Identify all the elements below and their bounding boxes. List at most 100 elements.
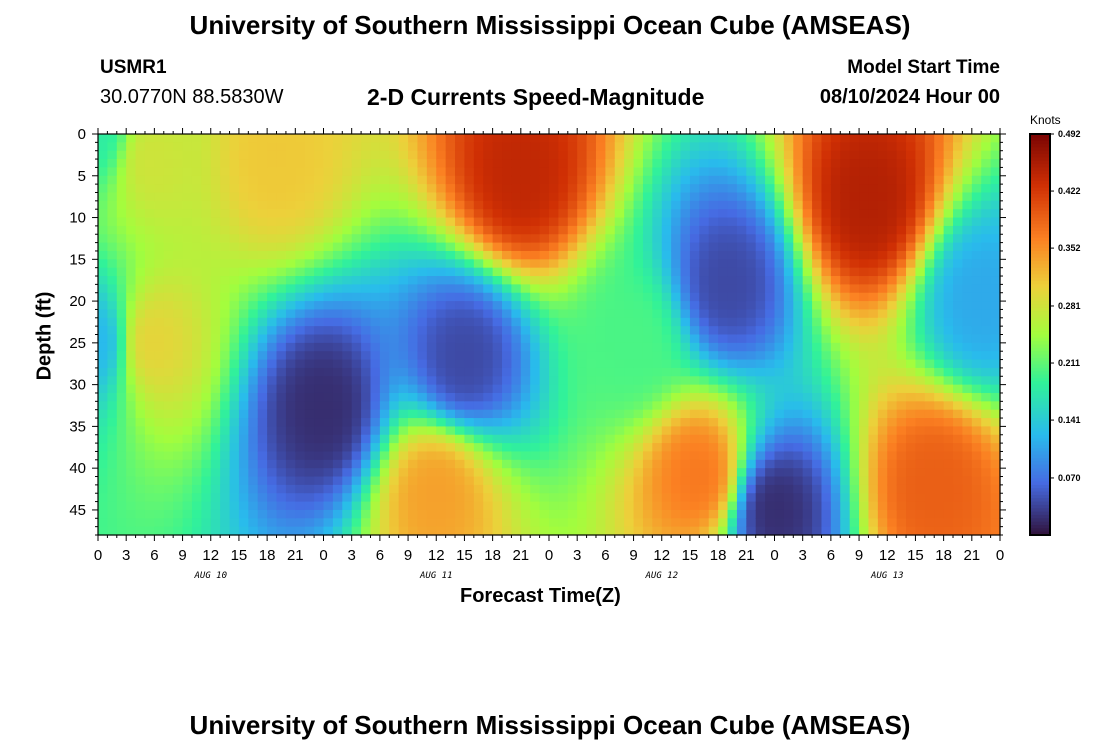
heatmap-cell bbox=[483, 476, 494, 486]
heatmap-cell bbox=[473, 493, 484, 503]
heatmap-cell bbox=[605, 326, 616, 336]
heatmap-cell bbox=[567, 134, 578, 143]
heatmap-cell bbox=[492, 159, 503, 169]
heatmap-cell bbox=[436, 459, 447, 469]
heatmap-cell bbox=[774, 175, 785, 185]
heatmap-cell bbox=[539, 317, 550, 327]
heatmap-cell bbox=[783, 267, 794, 277]
heatmap-cell bbox=[229, 459, 240, 469]
heatmap-cell bbox=[652, 134, 663, 143]
heatmap-cell bbox=[464, 409, 475, 419]
heatmap-cell bbox=[361, 234, 372, 244]
heatmap-cell bbox=[830, 142, 841, 152]
heatmap-cell bbox=[173, 334, 184, 344]
heatmap-cell bbox=[502, 418, 513, 427]
heatmap-cell bbox=[520, 418, 531, 427]
heatmap-cell bbox=[887, 284, 898, 294]
heatmap-cell bbox=[389, 167, 400, 177]
heatmap-cell bbox=[718, 401, 729, 411]
heatmap-cell bbox=[793, 159, 804, 169]
heatmap-cell bbox=[417, 434, 428, 444]
heatmap-cell bbox=[887, 159, 898, 169]
heatmap-cell bbox=[511, 384, 522, 394]
heatmap-cell bbox=[953, 250, 964, 260]
heatmap-cell bbox=[624, 292, 635, 302]
heatmap-cell bbox=[549, 426, 559, 436]
heatmap-cell bbox=[370, 484, 381, 494]
heatmap-cell bbox=[173, 409, 184, 419]
heatmap-cell bbox=[896, 468, 907, 478]
heatmap-cell bbox=[990, 225, 1001, 235]
heatmap-cell bbox=[567, 476, 578, 486]
heatmap-cell bbox=[877, 476, 888, 486]
heatmap-cell bbox=[332, 259, 343, 269]
heatmap-cell bbox=[389, 367, 400, 377]
heatmap-cell bbox=[248, 443, 259, 453]
heatmap-cell bbox=[624, 159, 635, 169]
heatmap-cell bbox=[530, 142, 541, 152]
heatmap-cell bbox=[182, 526, 193, 536]
heatmap-cell bbox=[595, 142, 606, 152]
heatmap-cell bbox=[229, 284, 240, 294]
heatmap-cell bbox=[689, 501, 700, 511]
heatmap-cell bbox=[755, 150, 766, 160]
heatmap-cell bbox=[924, 167, 935, 177]
heatmap-cell bbox=[511, 301, 522, 311]
heatmap-cell bbox=[774, 526, 785, 536]
heatmap-cell bbox=[727, 217, 738, 227]
heatmap-cell bbox=[906, 175, 917, 185]
heatmap-cell bbox=[417, 267, 428, 277]
heatmap-cell bbox=[558, 217, 569, 227]
heatmap-cell bbox=[586, 342, 597, 352]
heatmap-cell bbox=[436, 267, 447, 277]
heatmap-cell bbox=[718, 309, 729, 319]
heatmap-cell bbox=[464, 392, 475, 402]
heatmap-cell bbox=[605, 418, 616, 427]
heatmap-cell bbox=[774, 301, 785, 311]
heatmap-cell bbox=[267, 426, 278, 436]
heatmap-cell bbox=[398, 376, 409, 386]
heatmap-cell bbox=[520, 476, 531, 486]
heatmap-cell bbox=[624, 167, 635, 177]
heatmap-cell bbox=[314, 526, 325, 536]
heatmap-cell bbox=[802, 468, 813, 478]
heatmap-cell bbox=[877, 418, 888, 427]
heatmap-cell bbox=[163, 217, 174, 227]
heatmap-cell bbox=[154, 501, 165, 511]
heatmap-cell bbox=[990, 526, 1001, 536]
heatmap-cell bbox=[351, 284, 362, 294]
heatmap-cell bbox=[473, 192, 484, 202]
heatmap-cell bbox=[821, 409, 832, 419]
heatmap-cell bbox=[351, 418, 362, 427]
heatmap-cell bbox=[877, 334, 888, 344]
heatmap-cell bbox=[549, 409, 559, 419]
heatmap-cell bbox=[906, 376, 917, 386]
heatmap-cell bbox=[765, 401, 776, 411]
heatmap-cell bbox=[577, 392, 588, 402]
heatmap-cell bbox=[426, 234, 437, 244]
heatmap-cell bbox=[614, 209, 625, 219]
heatmap-cell bbox=[323, 150, 334, 160]
heatmap-cell bbox=[436, 484, 447, 494]
heatmap-cell bbox=[539, 468, 550, 478]
heatmap-cell bbox=[483, 292, 494, 302]
heatmap-cell bbox=[962, 443, 973, 453]
heatmap-cell bbox=[304, 451, 315, 461]
heatmap-cell bbox=[464, 134, 475, 143]
heatmap-cell bbox=[455, 468, 466, 478]
heatmap-cell bbox=[426, 526, 437, 536]
heatmap-cell bbox=[624, 225, 635, 235]
heatmap-cell bbox=[915, 526, 926, 536]
heatmap-cell bbox=[229, 476, 240, 486]
heatmap-cell bbox=[163, 134, 174, 143]
heatmap-cell bbox=[332, 409, 343, 419]
heatmap-cell bbox=[107, 159, 118, 169]
heatmap-cell bbox=[755, 292, 766, 302]
heatmap-cell bbox=[436, 134, 447, 143]
heatmap-cell bbox=[314, 259, 325, 269]
heatmap-cell bbox=[182, 334, 193, 344]
heatmap-cell bbox=[746, 526, 757, 536]
heatmap-cell bbox=[257, 468, 268, 478]
heatmap-cell bbox=[267, 200, 278, 210]
heatmap-cell bbox=[633, 292, 644, 302]
